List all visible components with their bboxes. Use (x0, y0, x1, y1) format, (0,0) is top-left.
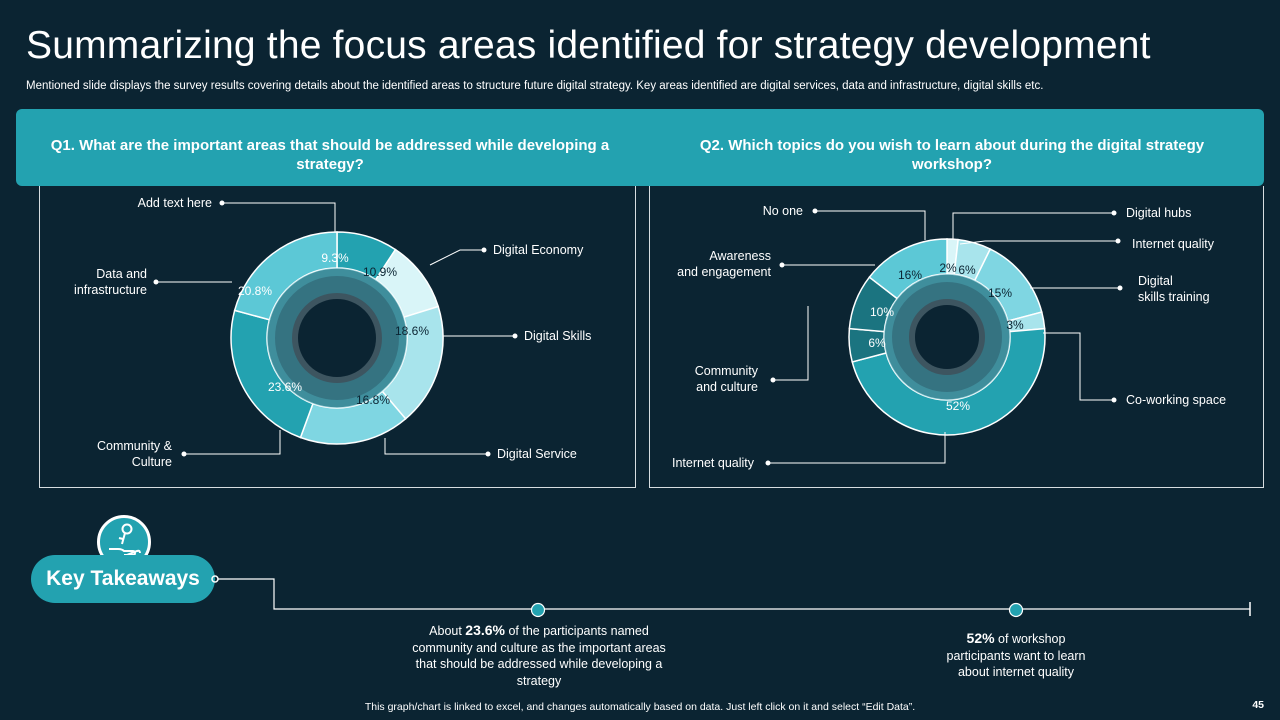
chart-panel-q2 (649, 186, 1264, 488)
leader-line-internet-quality (768, 432, 946, 464)
donut-chart-q2: 2% 6%15%3%52%6%10%16%Digital hubsInternet… (672, 204, 1226, 470)
value-label-digital-skills-training: 15% (988, 286, 1012, 300)
page-subtitle: Mentioned slide displays the survey resu… (26, 80, 1044, 92)
timeline-start-dot (211, 575, 219, 583)
page-number: 45 (1252, 699, 1264, 711)
leader-dot-no-one (812, 208, 818, 214)
category-label-digital-hubs: Digital hubs (1126, 206, 1191, 220)
category-label-awareness-and-engagement: and engagement (677, 265, 771, 279)
category-label-community-culture: Community & (97, 439, 173, 453)
leader-line-co-working-space (1043, 332, 1114, 401)
leader-dot-digital-skills-training (1117, 285, 1123, 291)
leader-line-add-text-here (222, 202, 336, 232)
category-label-data-and-infrastructure: infrastructure (74, 283, 147, 297)
question-1-title: Q1. What are the important areas that sh… (50, 137, 610, 173)
timeline-marker-1 (530, 602, 546, 618)
chart-panel-q1 (39, 186, 636, 488)
donut-chart-q1: 9.3% 10.9% 18.6% 16.8% 23.6% 20.8% Add text he… (74, 196, 591, 469)
takeaway-note-2: 52% of workshop participants want to lea… (946, 630, 1086, 679)
value-label-digital-skills: 18.6% (395, 324, 429, 338)
takeaway-note-1: About 23.6% of the participants named co… (412, 622, 666, 688)
category-label-co-working-space: Co-working space (1126, 393, 1226, 407)
leader-dot-digital-economy (481, 247, 487, 253)
leader-dot-awareness-and-engagement (779, 262, 785, 268)
category-label-data-and-infrastructure: Data and (96, 267, 147, 281)
leader-line-digital-service (384, 438, 488, 455)
category-label-digital-skills-training: skills training (1138, 290, 1210, 304)
leader-dot-co-working-space (1111, 397, 1117, 403)
donut-hole (292, 293, 382, 383)
value-label-digital-hubs: 2% (939, 261, 957, 275)
category-label-community-and-culture: Community (695, 364, 759, 378)
leader-line-digital-hubs (952, 212, 1114, 240)
category-label-no-one: No one (763, 204, 803, 218)
leader-dot-internet-quality (765, 460, 771, 466)
leader-dot-community-and-culture (770, 377, 776, 383)
value-label-digital-service: 16.8% (356, 393, 390, 407)
page-title: Summarizing the focus areas identified f… (26, 24, 1151, 67)
category-label-digital-economy: Digital Economy (493, 243, 584, 257)
category-label-internet-quality: Internet quality (1132, 237, 1215, 251)
leader-dot-digital-service (485, 451, 491, 457)
leader-dot-data-and-infrastructure (153, 279, 159, 285)
timeline-line (218, 578, 1250, 610)
value-label-add-text-here: 9.3% (321, 251, 349, 265)
leader-dot-internet-quality (1115, 238, 1121, 244)
leader-dot-community-culture (181, 451, 187, 457)
category-label-awareness-and-engagement: Awareness (709, 249, 771, 263)
leader-dot-add-text-here (219, 200, 225, 206)
value-label-data-and-infrastructure: 20.8% (238, 284, 272, 298)
leader-line-digital-economy (429, 249, 484, 266)
category-label-add-text-here: Add text here (138, 196, 212, 210)
leader-line-community-and-culture (773, 306, 809, 381)
value-label-no-one: 16% (898, 268, 922, 282)
footer-note: This graph/chart is linked to excel, and… (364, 701, 916, 713)
value-label-internet-quality: 6% (958, 263, 976, 277)
value-label-co-working-space: 3% (1006, 318, 1024, 332)
value-label-internet-quality: 52% (946, 399, 970, 413)
key-takeaways-badge: Key Takeaways (31, 555, 215, 603)
leader-dot-digital-skills (512, 333, 518, 339)
timeline-marker-2 (1008, 602, 1024, 618)
value-label-awareness-and-engagement: 10% (870, 305, 894, 319)
category-label-digital-skills-training: Digital (1138, 274, 1173, 288)
question-2-title: Q2. Which topics do you wish to learn ab… (699, 137, 1205, 173)
donut-hole (909, 299, 985, 375)
leader-line-community-culture (184, 430, 281, 455)
category-label-internet-quality: Internet quality (672, 456, 755, 470)
value-label-community-culture: 23.6% (268, 380, 302, 394)
value-label-digital-economy: 10.9% (363, 265, 397, 279)
value-label-community-and-culture: 6% (868, 336, 886, 350)
question-header-bar (16, 109, 1264, 186)
category-label-community-and-culture: and culture (696, 380, 758, 394)
category-label-digital-skills: Digital Skills (524, 329, 591, 343)
leader-dot-digital-hubs (1111, 210, 1117, 216)
leader-line-no-one (815, 210, 926, 240)
category-label-community-culture: Culture (132, 455, 172, 469)
leader-line-internet-quality (959, 240, 1118, 245)
category-label-digital-service: Digital Service (497, 447, 577, 461)
